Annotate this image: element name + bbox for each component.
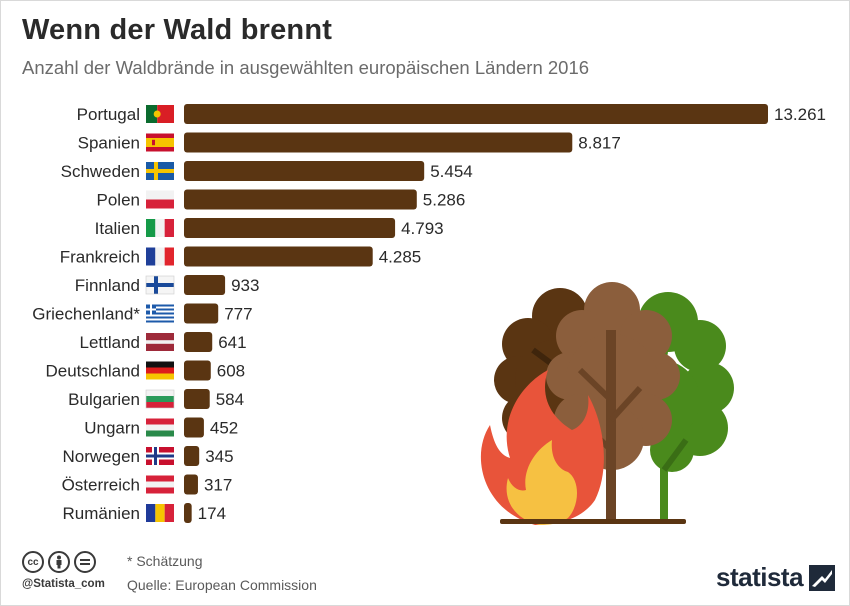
statista-handle: @Statista_com xyxy=(22,578,105,590)
bar-row: Lettland 641 xyxy=(80,332,247,352)
category-label: Finnland xyxy=(75,276,140,295)
category-label: Frankreich xyxy=(60,248,140,267)
value-label: 317 xyxy=(204,476,232,495)
category-label: Österreich xyxy=(62,476,140,495)
bar-row: Norwegen 345 xyxy=(63,446,234,466)
bar xyxy=(184,132,573,153)
value-label: 4.285 xyxy=(379,248,422,267)
bar-row: Griechenland* 777 xyxy=(32,303,253,324)
burning-forest-illustration xyxy=(480,282,734,525)
sweden-flag-icon xyxy=(146,162,174,180)
portugal-flag-icon xyxy=(146,105,174,123)
statista-mark-icon xyxy=(809,564,836,591)
bar xyxy=(184,446,200,466)
value-label: 584 xyxy=(216,390,244,409)
value-label: 8.817 xyxy=(578,134,621,153)
category-label: Portugal xyxy=(77,105,140,124)
bar-chart: Portugal 13.261 Spanien 8.817 Schweden 5.454 P… xyxy=(32,104,826,525)
romania-flag-icon xyxy=(146,504,174,522)
bar-row: Rumänien 174 xyxy=(63,503,226,523)
category-label: Norwegen xyxy=(63,447,141,466)
bar xyxy=(184,189,417,210)
bar-row: Portugal 13.261 xyxy=(77,104,826,124)
bar xyxy=(184,417,204,438)
bar-row: Spanien 8.817 xyxy=(78,132,621,153)
bar-row: Italien 4.793 xyxy=(95,218,444,238)
hungary-flag-icon xyxy=(146,418,174,437)
category-label: Griechenland* xyxy=(32,305,140,324)
value-label: 777 xyxy=(224,305,252,324)
category-label: Rumänien xyxy=(63,504,141,523)
category-label: Spanien xyxy=(78,134,140,153)
fire-icon xyxy=(480,370,604,525)
finland-flag-icon xyxy=(145,275,175,295)
category-label: Bulgarien xyxy=(68,390,140,409)
value-label: 5.454 xyxy=(430,162,473,181)
value-label: 174 xyxy=(198,504,226,523)
cc-icon: cc xyxy=(22,551,44,573)
category-label: Lettland xyxy=(80,333,141,352)
norway-flag-icon xyxy=(146,447,174,465)
category-label: Polen xyxy=(97,191,140,210)
value-label: 4.793 xyxy=(401,219,444,238)
category-label: Italien xyxy=(95,219,140,238)
bar xyxy=(184,389,210,409)
bulgaria-flag-icon xyxy=(145,389,175,409)
brand-name: statista xyxy=(716,562,804,592)
bar-row: Polen 5.286 xyxy=(97,189,466,210)
bar-row: Bulgarien 584 xyxy=(68,389,244,409)
bar xyxy=(184,332,213,352)
bar-row: Finnland 933 xyxy=(75,275,259,295)
value-label: 452 xyxy=(210,419,238,438)
category-label: Ungarn xyxy=(84,419,140,438)
value-label: 13.261 xyxy=(774,105,826,124)
germany-flag-icon xyxy=(146,361,174,380)
bar xyxy=(184,275,226,295)
bar xyxy=(184,474,198,495)
bar xyxy=(184,303,219,324)
bar-row: Schweden 5.454 xyxy=(61,161,473,181)
bar-row: Ungarn 452 xyxy=(84,417,238,438)
bar xyxy=(184,161,425,181)
source-note: Quelle: European Commission xyxy=(127,577,317,593)
latvia-flag-icon xyxy=(146,333,174,351)
greece-flag-icon xyxy=(146,304,174,323)
bar xyxy=(184,246,373,267)
france-flag-icon xyxy=(146,247,174,266)
spain-flag-icon xyxy=(146,133,174,152)
value-label: 345 xyxy=(205,447,233,466)
chart-subtitle: Anzahl der Waldbrände in ausgewählten eu… xyxy=(22,57,590,78)
bar xyxy=(184,218,396,238)
value-label: 641 xyxy=(218,333,246,352)
bars-group: Portugal 13.261 Spanien 8.817 Schweden 5.454 P… xyxy=(32,104,826,523)
category-label: Schweden xyxy=(61,162,140,181)
chart-title: Wenn der Wald brennt xyxy=(22,14,333,46)
bar-row: Österreich 317 xyxy=(62,474,232,495)
bar xyxy=(184,503,192,523)
value-label: 608 xyxy=(217,362,245,381)
by-person-icon xyxy=(48,551,70,573)
austria-flag-icon xyxy=(146,475,174,494)
bar xyxy=(184,104,768,124)
bar xyxy=(184,360,211,381)
value-label: 933 xyxy=(231,276,259,295)
value-label: 5.286 xyxy=(423,191,466,210)
footnote: * Schätzung xyxy=(127,553,203,569)
category-label: Deutschland xyxy=(45,362,140,381)
italy-flag-icon xyxy=(146,219,174,237)
bar-row: Deutschland 608 xyxy=(45,360,245,381)
ground-line xyxy=(500,519,686,524)
poland-flag-icon xyxy=(146,190,174,209)
license-icons: cc xyxy=(22,551,96,573)
statista-logo[interactable]: statista xyxy=(716,562,836,593)
bar-row: Frankreich 4.285 xyxy=(60,246,422,267)
nd-equals-icon xyxy=(74,551,96,573)
